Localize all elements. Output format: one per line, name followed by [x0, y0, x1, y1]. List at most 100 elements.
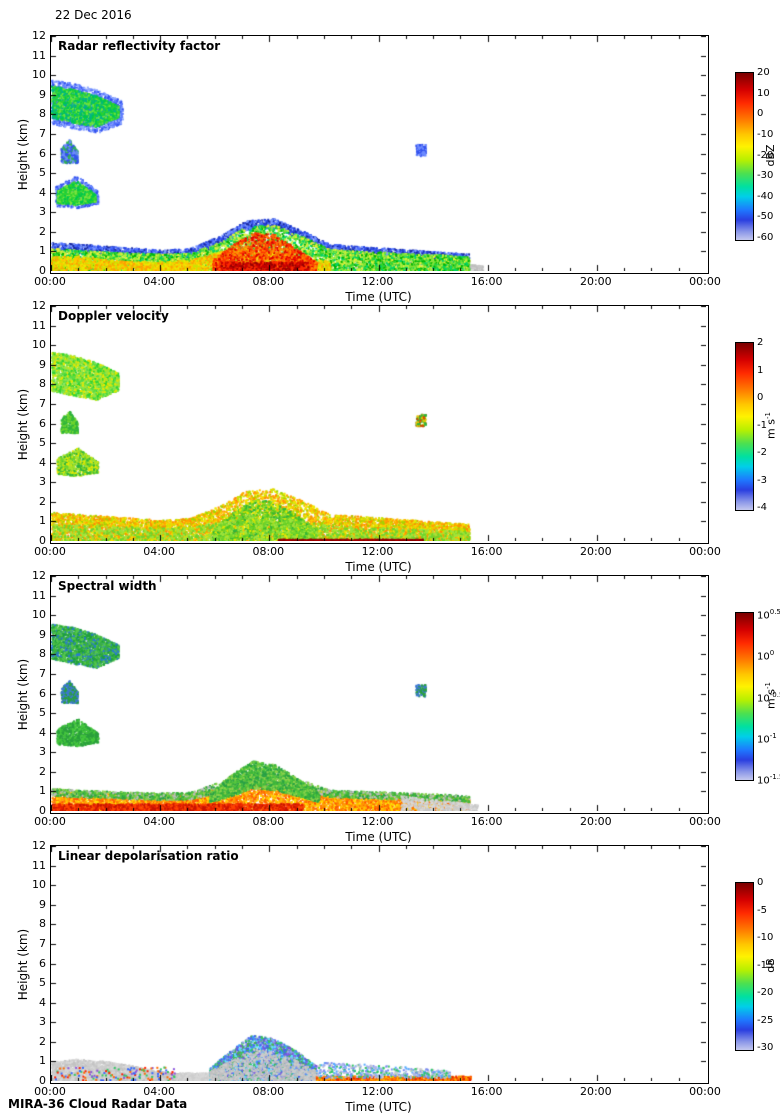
y-tick-label: 12	[32, 839, 46, 852]
colorbar	[735, 882, 754, 1051]
colorbar-tick-label: 0	[757, 108, 764, 120]
y-tick-label: 6	[39, 146, 46, 160]
colorbar-tick-label: -1	[757, 419, 767, 431]
colorbar-unit-label: dBZ	[764, 144, 777, 167]
colorbar-tick-label: -3	[757, 474, 767, 486]
x-axis-label: Time (UTC)	[345, 1100, 412, 1114]
colorbar-tick-label: -60	[757, 232, 774, 243]
y-tick-label: 7	[39, 126, 46, 140]
x-tick-label: 04:00	[143, 545, 175, 558]
colorbar-tick-label: 10-1.5	[757, 773, 780, 787]
y-tick-label: 10	[32, 608, 46, 622]
spectral-width-heatmap	[51, 576, 706, 811]
y-tick-label: 3	[39, 745, 46, 759]
y-tick-label: 6	[39, 686, 46, 700]
y-tick-label: 10	[32, 68, 46, 82]
panel-linear-depolarisation-ratio: Height (km) 0 1 2 3 4 5 6 7 8 9 10 11 12 Linear depo…	[0, 840, 780, 1115]
reflectivity-heatmap	[51, 36, 706, 271]
y-tick-label: 0	[39, 534, 46, 547]
y-tick-label: 7	[39, 396, 46, 410]
colorbar	[735, 72, 754, 241]
y-tick-label: 4	[39, 455, 46, 469]
y-tick-label: 11	[32, 858, 46, 872]
colorbar	[735, 612, 754, 781]
x-tick-label: 04:00	[143, 1085, 175, 1098]
y-tick-label: 6	[39, 416, 46, 430]
x-tick-label: 16:00	[470, 815, 503, 828]
x-tick-label: 08:00	[252, 815, 285, 828]
x-axis-ticks: 00:00 04:00 08:00 12:00 16:00 20:00 00:00	[34, 545, 721, 558]
colorbar-unit-label: m s-1	[764, 412, 778, 439]
x-tick-label: 08:00	[252, 275, 285, 288]
x-axis-label: Time (UTC)	[345, 830, 412, 844]
y-tick-label: 3	[39, 1015, 46, 1029]
y-tick-label: 12	[32, 299, 46, 312]
y-tick-label: 4	[39, 185, 46, 199]
y-tick-label: 12	[32, 569, 46, 582]
plot-area	[50, 35, 709, 274]
panel-doppler-velocity: Height (km) 0 1 2 3 4 5 6 7 8 9 10 11 12 Doppler vel…	[0, 300, 780, 575]
panel-title: Spectral width	[58, 579, 157, 593]
y-tick-label: 7	[39, 666, 46, 680]
colorbar-tick-label: -40	[757, 190, 774, 202]
colorbar-tick-label: 10-1	[757, 731, 777, 746]
colorbar-tick-label: -25	[757, 1014, 774, 1026]
y-tick-label: 6	[39, 956, 46, 970]
colorbar-tick-label: -20	[757, 149, 774, 161]
y-tick-label: 9	[39, 897, 46, 911]
x-axis-ticks: 00:00 04:00 08:00 12:00 16:00 20:00 00:00	[34, 275, 721, 288]
y-tick-label: 5	[39, 436, 46, 450]
y-tick-label: 1	[39, 784, 46, 798]
figure-footer: MIRA-36 Cloud Radar Data	[8, 1097, 188, 1111]
x-tick-label: 20:00	[579, 815, 612, 828]
y-tick-label: 10	[32, 878, 46, 892]
y-tick-label: 3	[39, 475, 46, 489]
colorbar-tick-label: 0	[757, 877, 764, 888]
y-tick-label: 9	[39, 87, 46, 101]
colorbar-tick-label: -2	[757, 447, 767, 458]
x-axis-ticks: 00:00 04:00 08:00 12:00 16:00 20:00 00:00	[34, 1085, 721, 1098]
y-tick-label: 0	[39, 1074, 46, 1087]
colorbar-tick-label: 1	[757, 364, 764, 376]
y-tick-label: 11	[32, 318, 46, 332]
colorbar-tick-label: -20	[757, 987, 774, 998]
x-tick-label: 00:00	[34, 275, 66, 288]
colorbar-tick-label: 20	[757, 67, 770, 78]
panel-title: Radar reflectivity factor	[58, 39, 221, 53]
y-tick-label: 1	[39, 1054, 46, 1068]
y-tick-label: 7	[39, 936, 46, 950]
y-tick-label: 8	[39, 917, 46, 931]
x-tick-label: 00:00	[689, 1085, 721, 1098]
x-tick-label: 04:00	[143, 275, 175, 288]
y-tick-label: 2	[39, 1034, 46, 1048]
x-axis-label: Time (UTC)	[345, 290, 412, 304]
x-tick-label: 12:00	[361, 275, 394, 288]
colorbar-ticks: 2 1 0 -1 -2 -3 -4	[757, 337, 780, 513]
y-tick-label: 0	[39, 804, 46, 817]
colorbar-tick-label: -50	[757, 211, 774, 223]
y-tick-label: 11	[32, 48, 46, 62]
colorbar-tick-label: -30	[757, 1042, 774, 1053]
x-axis-ticks: 00:00 04:00 08:00 12:00 16:00 20:00 00:00	[34, 815, 721, 828]
x-tick-label: 20:00	[579, 275, 612, 288]
colorbar-tick-label: 10	[757, 87, 770, 99]
y-tick-label: 4	[39, 725, 46, 739]
colorbar-tick-label: -15	[757, 959, 774, 971]
y-tick-label: 0	[39, 264, 46, 277]
x-tick-label: 00:00	[689, 275, 721, 288]
x-tick-label: 16:00	[470, 1085, 503, 1098]
y-tick-label: 12	[32, 29, 46, 42]
colorbar-unit-label: m s-1	[764, 682, 778, 709]
x-tick-label: 12:00	[361, 1085, 394, 1098]
y-axis-ticks: 0 1 2 3 4 5 6 7 8 9 10 11 12	[0, 570, 46, 817]
y-tick-label: 5	[39, 706, 46, 720]
y-tick-label: 9	[39, 357, 46, 371]
panel-spectral-width: Height (km) 0 1 2 3 4 5 6 7 8 9 10 11 12 Spectral wi…	[0, 570, 780, 845]
panel-radar-reflectivity: Height (km) 0 1 2 3 4 5 6 7 8 9 10 11 12 Radar refle…	[0, 30, 780, 305]
colorbar-tick-label: -30	[757, 170, 774, 182]
x-tick-label: 16:00	[470, 275, 503, 288]
x-tick-label: 20:00	[579, 545, 612, 558]
y-tick-label: 2	[39, 224, 46, 238]
y-tick-label: 11	[32, 588, 46, 602]
y-axis-ticks: 0 1 2 3 4 5 6 7 8 9 10 11 12	[0, 840, 46, 1087]
